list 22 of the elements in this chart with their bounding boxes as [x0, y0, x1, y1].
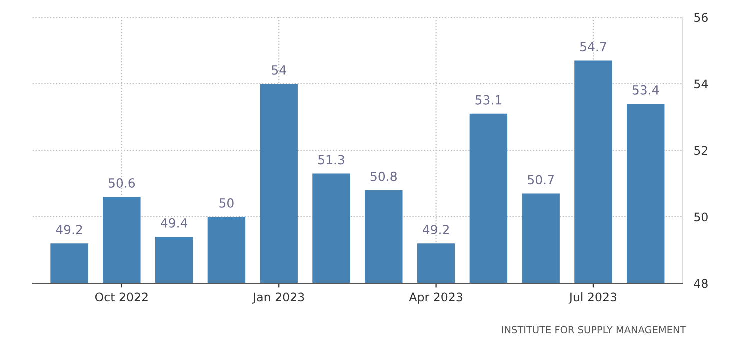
data-label: 50.7 — [528, 175, 554, 185]
x-tick-label: Apr 2023 — [409, 292, 462, 304]
data-label: 53.4 — [632, 85, 660, 95]
data-label: 51.3 — [318, 155, 344, 165]
x-tick-label: Jan 2023 — [252, 292, 304, 304]
data-label: 53.1 — [476, 95, 502, 105]
y-tick-label: 48 — [694, 279, 708, 288]
text: INSTITUTE FOR SUPPLY MANAGEMENT — [502, 326, 686, 334]
y-tick-label: 56 — [694, 13, 708, 22]
y-tick-label: 54 — [694, 80, 708, 89]
data-label: 50.8 — [370, 172, 397, 182]
x-tick-label: Jul 2023 — [568, 292, 617, 304]
y-tick-label: 50 — [694, 212, 708, 222]
data-label: 54.7 — [580, 42, 606, 52]
data-label: 49.4 — [161, 218, 188, 228]
data-label: 54 — [272, 66, 286, 75]
x-tick-label: Oct 2022 — [95, 292, 148, 302]
y-tick-label: 52 — [694, 146, 708, 156]
data-label: 50.6 — [108, 178, 136, 188]
data-label: 50 — [220, 198, 234, 208]
data-label: 49.2 — [422, 225, 449, 235]
data-label: 49.2 — [56, 225, 82, 235]
